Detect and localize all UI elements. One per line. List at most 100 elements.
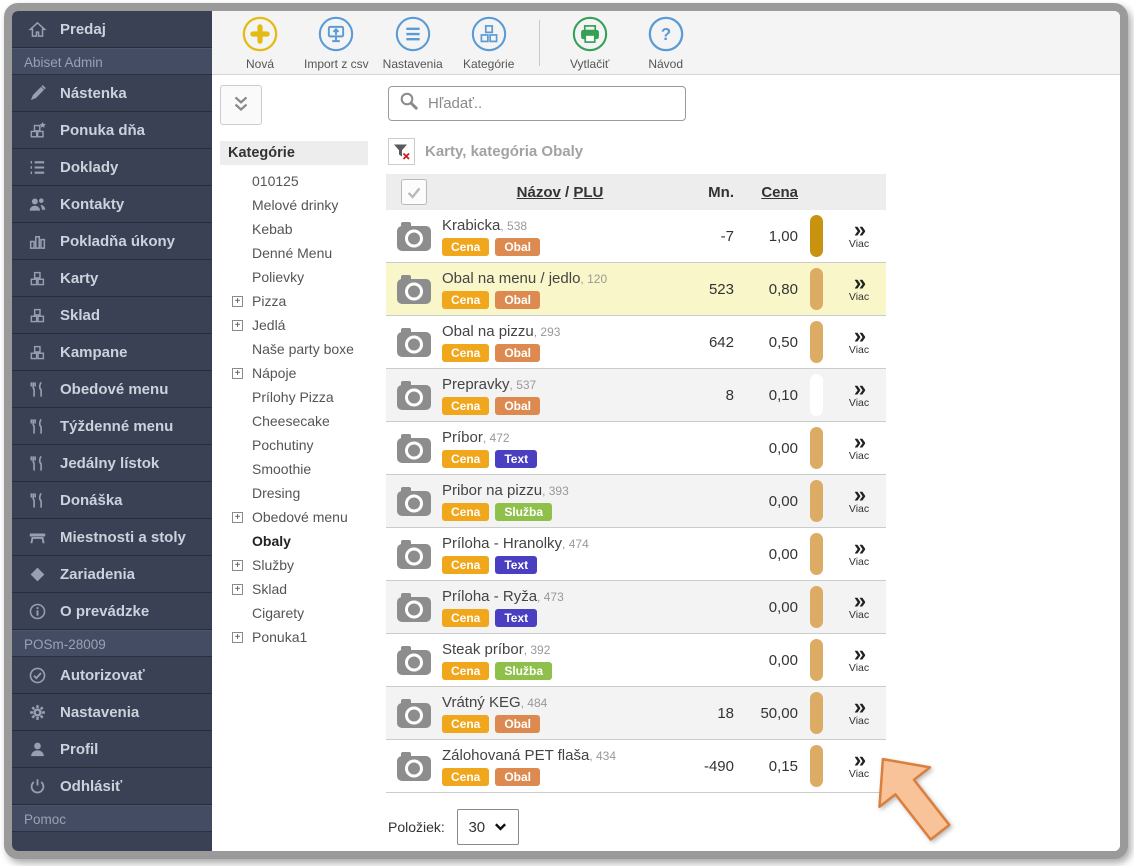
sidebar-item-miestnosti-a-stoly[interactable]: Miestnosti a stoly	[12, 519, 212, 556]
sidebar-item-pokladna-ukony[interactable]: Pokladňa úkony	[12, 223, 212, 260]
category-item-polievky[interactable]: Polievky	[220, 265, 380, 289]
category-item-melove-drinky[interactable]: Melové drinky	[220, 193, 380, 217]
sidebar-item-predaj[interactable]: Predaj	[12, 11, 212, 48]
toolbar-button-kategorie[interactable]: Kategórie	[451, 15, 527, 71]
sidebar-item-nastenka[interactable]: Nástenka	[12, 75, 212, 112]
sidebar-item-kontakty[interactable]: Kontakty	[12, 186, 212, 223]
category-item-obedove-menu[interactable]: + Obedové menu	[220, 505, 380, 529]
card-row-zalohovana-pet-flasa[interactable]: Zálohovaná PET flaša, 434 Cena Obal -490 0,1…	[386, 740, 886, 793]
sort-by-name-link[interactable]: Názov	[516, 183, 561, 201]
card-row-steak-pribor[interactable]: Steak príbor, 392 Cena Služba 0,00 » Viac	[386, 634, 886, 687]
more-button[interactable]: » Viac	[849, 537, 869, 569]
expand-plus-icon[interactable]: +	[232, 584, 243, 595]
collapse-categories-button[interactable]	[220, 85, 262, 125]
toolbar-button-vytlacit[interactable]: Vytlačiť	[552, 15, 628, 71]
card-row-obal-na-pizzu[interactable]: Obal na pizzu, 293 Cena Obal 642 0,50 » Viac	[386, 316, 886, 369]
sidebar-item-tyzdenne-menu[interactable]: Týždenné menu	[12, 408, 212, 445]
sidebar-item-nastavenia[interactable]: Nastavenia	[12, 694, 212, 731]
camera-icon[interactable]	[396, 591, 432, 623]
category-item-ponuka1[interactable]: + Ponuka1	[220, 625, 380, 649]
expand-plus-icon[interactable]: +	[232, 560, 243, 571]
qty-value: 18	[717, 704, 734, 722]
more-button[interactable]: » Viac	[849, 219, 869, 251]
more-button[interactable]: » Viac	[849, 749, 869, 781]
camera-icon[interactable]	[396, 432, 432, 464]
clear-filter-icon[interactable]	[388, 138, 415, 165]
more-label: Viac	[848, 344, 870, 356]
more-button[interactable]: » Viac	[849, 484, 869, 516]
card-row-priloha-ryza[interactable]: Príloha - Ryža, 473 Cena Text 0,00 » Viac	[386, 581, 886, 634]
category-item-pizza[interactable]: + Pizza	[220, 289, 380, 313]
more-button[interactable]: » Viac	[849, 272, 869, 304]
qty-value: -490	[703, 757, 734, 775]
sort-by-plu-link[interactable]: PLU	[573, 183, 604, 201]
card-row-pribor-na-pizzu[interactable]: Pribor na pizzu, 393 Cena Služba 0,00 » Viac	[386, 475, 886, 528]
category-item-dresing[interactable]: Dresing	[220, 481, 380, 505]
camera-icon[interactable]	[396, 750, 432, 782]
search-input[interactable]	[428, 95, 675, 112]
camera-icon[interactable]	[396, 485, 432, 517]
more-button[interactable]: » Viac	[848, 325, 870, 357]
more-button[interactable]: » Viac	[849, 643, 869, 675]
camera-icon[interactable]	[396, 697, 432, 729]
category-item-sluzby[interactable]: + Služby	[220, 553, 380, 577]
sidebar-item-ponuka-dna[interactable]: Ponuka dňa	[12, 112, 212, 149]
card-row-prepravky[interactable]: Prepravky, 537 Cena Obal 8 0,10 » Viac	[386, 369, 886, 422]
toolbar-button-navod[interactable]: ? Návod	[628, 15, 704, 71]
card-row-obal-na-menu-jedlo[interactable]: Obal na menu / jedlo, 120 Cena Obal 523 0,80…	[386, 263, 886, 316]
category-item-denne-menu[interactable]: Denné Menu	[220, 241, 380, 265]
category-item-smoothie[interactable]: Smoothie	[220, 457, 380, 481]
sidebar-item-o-prevadzke[interactable]: O prevádzke	[12, 593, 212, 630]
category-item-kebab[interactable]: Kebab	[220, 217, 380, 241]
more-button[interactable]: » Viac	[849, 590, 869, 622]
sidebar-item-donaska[interactable]: Donáška	[12, 482, 212, 519]
category-item-nase-party-boxe[interactable]: Naše party boxe	[220, 337, 380, 361]
category-item-sklad[interactable]: + Sklad	[220, 577, 380, 601]
expand-plus-icon[interactable]: +	[232, 320, 243, 331]
category-item-010125[interactable]: 010125	[220, 169, 380, 193]
printer-icon	[571, 15, 609, 56]
sidebar-item-label: Nástenka	[60, 84, 127, 102]
camera-icon[interactable]	[396, 326, 432, 358]
camera-icon[interactable]	[396, 644, 432, 676]
more-button[interactable]: » Viac	[849, 696, 869, 728]
category-item-pochutiny[interactable]: Pochutiny	[220, 433, 380, 457]
sidebar-item-jedalny-listok[interactable]: Jedálny lístok	[12, 445, 212, 482]
category-item-jedla[interactable]: + Jedlá	[220, 313, 380, 337]
card-row-priloha-hranolky[interactable]: Príloha - Hranolky, 474 Cena Text 0,00 » Viac	[386, 528, 886, 581]
toolbar-button-nova[interactable]: Nová	[222, 15, 298, 71]
sidebar-item-karty[interactable]: Karty	[12, 260, 212, 297]
camera-icon[interactable]	[396, 379, 432, 411]
more-button[interactable]: » Viac	[849, 378, 869, 410]
select-all-checkbox[interactable]	[401, 179, 427, 205]
expand-plus-icon[interactable]: +	[232, 368, 243, 379]
card-row-krabicka[interactable]: Krabicka, 538 Cena Obal -7 1,00 » Viac	[386, 210, 886, 263]
sidebar-item-odhlasit[interactable]: Odhlásiť	[12, 768, 212, 805]
sidebar-item-sklad[interactable]: Sklad	[12, 297, 212, 334]
camera-icon[interactable]	[396, 538, 432, 570]
category-item-prilohy-pizza[interactable]: Prílohy Pizza	[220, 385, 380, 409]
category-item-cheesecake[interactable]: Cheesecake	[220, 409, 380, 433]
category-item-obaly[interactable]: Obaly	[220, 529, 380, 553]
card-row-pribor[interactable]: Príbor, 472 Cena Text 0,00 » Viac	[386, 422, 886, 475]
sort-by-price-link[interactable]: Cena	[761, 183, 798, 201]
sidebar-item-profil[interactable]: Profil	[12, 731, 212, 768]
sidebar-item-obedove-menu[interactable]: Obedové menu	[12, 371, 212, 408]
sidebar-item-autorizovat[interactable]: Autorizovať	[12, 657, 212, 694]
expand-plus-icon[interactable]: +	[232, 632, 243, 643]
sidebar-item-doklady[interactable]: Doklady	[12, 149, 212, 186]
expand-plus-icon[interactable]: +	[232, 296, 243, 307]
toolbar-button-nastavenia[interactable]: Nastavenia	[375, 15, 451, 71]
more-button[interactable]: » Viac	[849, 431, 869, 463]
category-item-cigarety[interactable]: Cigarety	[220, 601, 380, 625]
camera-icon[interactable]	[396, 273, 432, 305]
camera-icon[interactable]	[396, 220, 432, 252]
sidebar-item-zariadenia[interactable]: Zariadenia	[12, 556, 212, 593]
toolbar-button-import-z-csv[interactable]: Import z csv	[298, 15, 375, 71]
search-box[interactable]	[388, 86, 686, 121]
card-row-vratny-keg[interactable]: Vrátný KEG, 484 Cena Obal 18 50,00 » Viac	[386, 687, 886, 740]
expand-plus-icon[interactable]: +	[232, 512, 243, 523]
category-item-napoje[interactable]: + Nápoje	[220, 361, 380, 385]
sidebar-item-kampane[interactable]: Kampane	[12, 334, 212, 371]
page-size-select[interactable]: 30	[456, 809, 519, 845]
